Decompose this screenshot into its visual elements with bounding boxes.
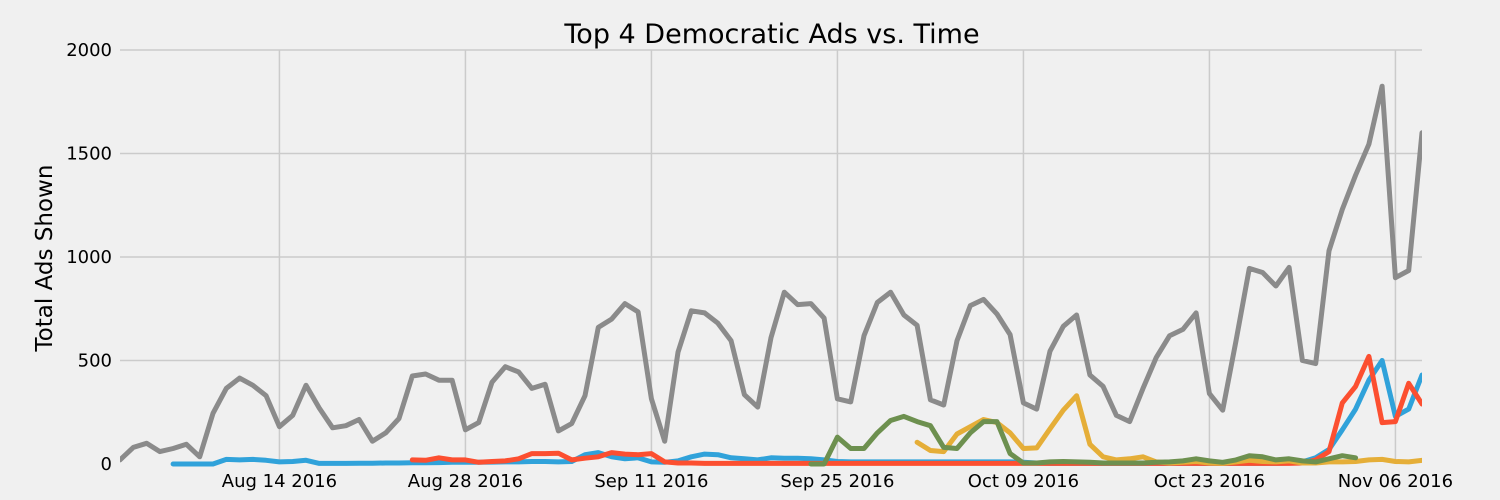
y-axis-label: Total Ads Shown [32,165,58,353]
y-tick-label: 1000 [66,247,112,268]
x-tick-label: Sep 11 2016 [594,471,708,492]
y-tick-label: 1500 [66,144,112,165]
series-line-1 [120,83,1422,463]
y-tick-labels: 0 500 1000 1500 2000 [66,40,112,475]
chart-title: Top 4 Democratic Ads vs. Time [563,19,979,50]
y-tick-label: 500 [78,351,112,372]
y-tick-label: 2000 [66,40,112,61]
y-tick-label: 0 [101,454,112,475]
x-tick-label: Oct 09 2016 [968,471,1079,492]
x-tick-label: Aug 28 2016 [408,471,523,492]
series-line-5 [808,413,1359,467]
series-layer [120,83,1422,467]
x-tick-labels: Aug 14 2016 Aug 28 2016 Sep 11 2016 Sep 25 … [222,471,1453,492]
series-line-3 [409,353,1422,466]
x-tick-label: Nov 06 2016 [1338,471,1453,492]
x-tick-label: Sep 25 2016 [780,471,894,492]
x-tick-label: Aug 14 2016 [222,471,337,492]
x-tick-label: Oct 23 2016 [1154,471,1265,492]
